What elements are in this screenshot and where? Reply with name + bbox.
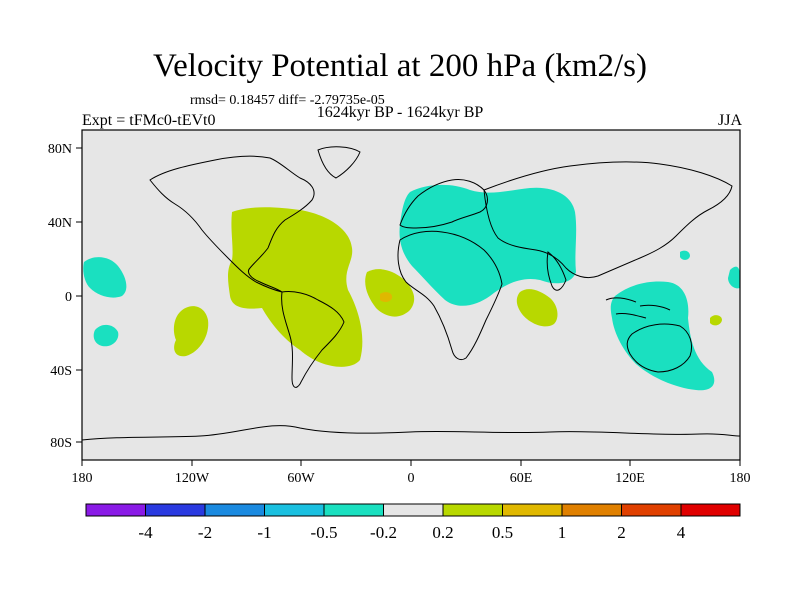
- colorbar-box-10: [680, 503, 741, 517]
- coastline-north-america: [149, 155, 315, 293]
- colorbar-box-2: [204, 503, 265, 517]
- coastline-australia: [626, 323, 693, 373]
- region-south-pacific-negative: [93, 324, 119, 347]
- colorbar-label-9: 4: [677, 523, 686, 542]
- lon-label-180e: 180: [730, 471, 751, 486]
- lon-label-120w: 120W: [175, 471, 210, 486]
- region-gulf-guinea-positive: [365, 269, 415, 317]
- rmsd-stats: rmsd= 0.18457 diff= -2.79735e-05: [190, 93, 385, 108]
- coastline-asia: [483, 161, 733, 279]
- lat-label-40s: 40S: [50, 364, 72, 379]
- colorbar-box-4: [323, 503, 384, 517]
- anomaly-shading: [83, 184, 740, 391]
- colorbar-box-8: [561, 503, 622, 517]
- colorbar-label-5: 0.2: [432, 523, 453, 542]
- plot-title: Velocity Potential at 200 hPa (km2/s): [152, 48, 648, 84]
- lat-label-0: 0: [65, 290, 72, 305]
- colorbar-box-6: [442, 503, 503, 517]
- colorbar-label-2: -1: [257, 523, 271, 542]
- colorbar-label-3: -0.5: [311, 523, 338, 542]
- lat-label-80n: 80N: [48, 142, 72, 157]
- coastlines: [81, 146, 741, 441]
- region-western-pacific-positive: [710, 315, 722, 326]
- colorbar: -4 -2 -1 -0.5 -0.2 0.2 0.5 1 2 4: [85, 503, 741, 542]
- region-east-pacific-negative: [83, 257, 127, 298]
- coastline-india: [546, 251, 567, 291]
- region-pacific-positive: [173, 306, 209, 357]
- coastline-europe: [399, 179, 488, 229]
- colorbar-box-5: [383, 503, 444, 517]
- lat-label-80s: 80S: [50, 436, 72, 451]
- region-dateline-negative: [728, 266, 740, 289]
- colorbar-label-8: 2: [617, 523, 626, 542]
- colorbar-label-7: 1: [558, 523, 567, 542]
- lon-label-0: 0: [408, 471, 415, 486]
- colorbar-box-0: [85, 503, 146, 517]
- coastline-antarctica: [81, 425, 741, 441]
- lon-label-180w: 180: [72, 471, 93, 486]
- coastline-africa: [397, 230, 503, 361]
- latitude-axis: 80N 40N 0 40S 80S: [48, 142, 82, 451]
- region-indo-pacific-negative: [610, 281, 715, 391]
- colorbar-label-4: -0.2: [370, 523, 397, 542]
- region-central-pacific-negative: [680, 250, 690, 260]
- region-americas-atlantic-positive: [228, 207, 363, 367]
- period-subtitle: 1624kyr BP - 1624kyr BP: [316, 104, 484, 121]
- lon-label-60w: 60W: [287, 471, 315, 486]
- longitude-axis: 180 120W 60W 0 60E 120E 180: [72, 460, 751, 486]
- colorbar-box-9: [621, 503, 682, 517]
- experiment-label: Expt = tFMc0-tEVt0: [82, 112, 216, 129]
- colorbar-box-7: [502, 503, 563, 517]
- coastline-indonesia: [605, 297, 671, 319]
- lon-label-60e: 60E: [510, 471, 533, 486]
- colorbar-label-6: 0.5: [492, 523, 513, 542]
- region-gulf-guinea-core: [380, 292, 393, 303]
- coastline-south-america: [281, 291, 345, 388]
- colorbar-label-1: -2: [198, 523, 212, 542]
- region-eurasia-africa-negative: [399, 184, 577, 306]
- colorbar-box-1: [145, 503, 206, 517]
- lat-label-40n: 40N: [48, 216, 72, 231]
- colorbar-label-0: -4: [138, 523, 153, 542]
- coastline-greenland: [317, 146, 361, 179]
- lon-label-120e: 120E: [615, 471, 645, 486]
- region-indian-ocean-positive: [516, 289, 558, 327]
- season-label: JJA: [717, 112, 742, 129]
- colorbar-box-3: [264, 503, 325, 517]
